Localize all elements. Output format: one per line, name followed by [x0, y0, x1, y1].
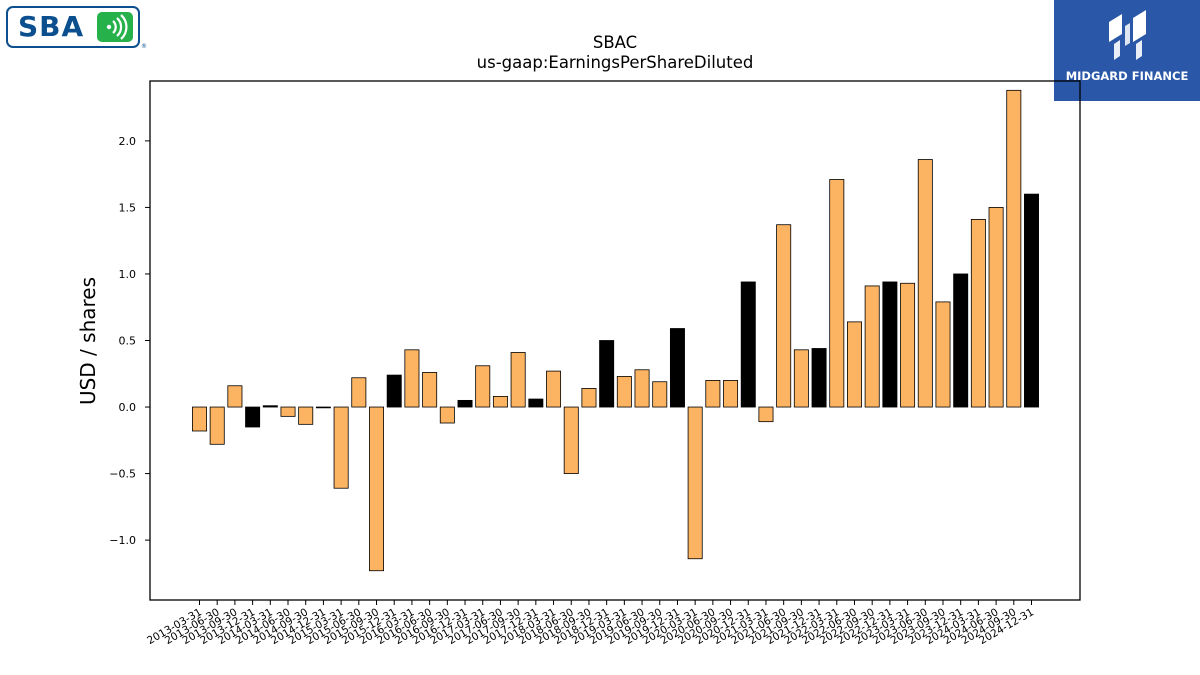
bar-2014-12-31 — [315, 406, 331, 409]
bar-2016-12-31 — [457, 399, 473, 408]
bar-2022-12-31 — [882, 281, 898, 408]
y-tick-label: 1.0 — [119, 268, 137, 281]
bar-2023-12-31 — [953, 273, 969, 408]
x-axis-ticks: 2013-03-312013-06-302013-09-302013-12-31… — [145, 600, 1036, 647]
bar-2022-06-30 — [847, 321, 862, 408]
bar-2013-09-30 — [227, 385, 243, 408]
registered-mark: ® — [141, 43, 147, 50]
bar-2016-03-31 — [404, 349, 420, 408]
bar-2013-06-30 — [209, 406, 225, 445]
midgard-finance-wordmark: MIDGARD FINANCE — [1065, 69, 1189, 83]
plot-frame — [149, 80, 1081, 601]
bar-2014-03-31 — [262, 405, 278, 408]
bar-2018-06-30 — [563, 406, 579, 474]
y-axis-label: USD / shares — [76, 277, 100, 405]
bar-2021-12-31 — [811, 348, 827, 408]
chart-title: SBAC — [593, 33, 637, 52]
bar-group — [192, 89, 1039, 572]
bar-2014-06-30 — [280, 406, 296, 417]
bar-2020-09-30 — [723, 380, 739, 408]
bar-2020-03-31 — [687, 406, 703, 560]
bar-2019-09-30 — [652, 381, 668, 408]
bar-2016-09-30 — [439, 406, 455, 424]
bar-2019-06-30 — [634, 369, 650, 408]
bar-2021-09-30 — [793, 349, 809, 408]
bar-2015-06-30 — [351, 377, 367, 408]
bar-2020-06-30 — [705, 380, 721, 408]
bar-2013-03-31 — [192, 406, 207, 432]
y-tick-label: −1.0 — [109, 534, 136, 547]
y-tick-label: −0.5 — [109, 468, 136, 481]
bar-2018-12-31 — [599, 340, 615, 408]
midgard-finance-logo: MIDGARD FINANCE — [1054, 0, 1200, 101]
bar-2021-06-30 — [776, 224, 792, 408]
bar-2023-06-30 — [917, 159, 933, 408]
y-tick-label: 1.5 — [119, 201, 137, 214]
bar-2024-06-30 — [988, 207, 1004, 408]
bar-2021-03-31 — [758, 406, 774, 423]
y-axis-ticks: −1.0 −0.5 0.0 0.5 1.0 1.5 2.0 — [109, 135, 150, 547]
bar-2015-12-31 — [386, 374, 402, 408]
y-tick-label: 2.0 — [119, 135, 137, 148]
chart-subtitle: us-gaap:EarningsPerShareDiluted — [477, 53, 754, 72]
bar-2022-09-30 — [864, 285, 880, 408]
bar-2023-03-31 — [900, 282, 916, 408]
bar-2015-03-31 — [333, 406, 349, 489]
sba-logo-text: SBA — [18, 10, 85, 43]
bar-2017-12-31 — [528, 398, 544, 408]
bar-2014-09-30 — [298, 406, 314, 425]
bar-2024-09-30 — [1006, 89, 1022, 408]
bar-2016-06-30 — [422, 372, 438, 408]
y-tick-label: 0.5 — [119, 335, 137, 348]
bar-2023-09-30 — [935, 301, 951, 408]
y-tick-label: 0.0 — [119, 401, 137, 414]
wireless-signal-icon — [97, 12, 133, 42]
bar-2015-09-30 — [369, 406, 385, 572]
bar-2019-03-31 — [616, 376, 632, 408]
bar-2020-12-31 — [740, 281, 756, 408]
sba-logo: SBA ® — [6, 6, 147, 50]
bar-2013-12-31 — [245, 406, 261, 428]
bar-2024-12-31 — [1024, 193, 1039, 408]
bar-2017-06-30 — [492, 395, 508, 408]
bar-2018-03-31 — [546, 370, 562, 408]
bar-2019-12-31 — [669, 328, 685, 408]
bar-2017-03-31 — [475, 365, 491, 408]
bar-2022-03-31 — [829, 179, 845, 408]
bar-2017-09-30 — [510, 352, 526, 408]
midgard-monogram-icon — [1109, 10, 1146, 60]
bar-2024-03-31 — [970, 218, 986, 408]
bar-2018-09-30 — [581, 388, 597, 408]
